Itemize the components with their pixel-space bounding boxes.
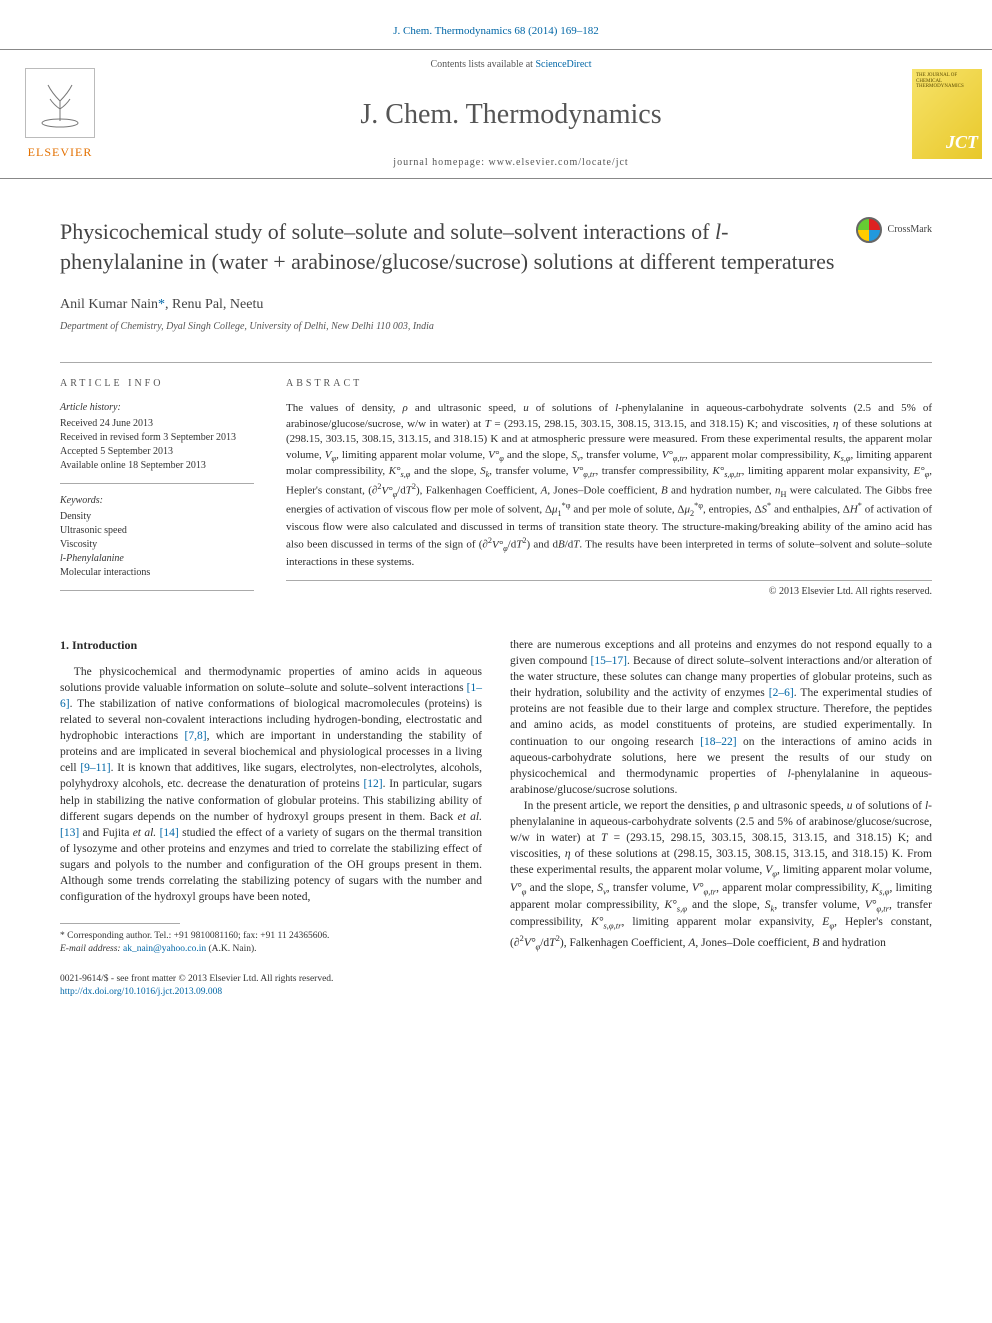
page-footer: 0021-9614/$ - see front matter © 2013 El… <box>0 957 992 1030</box>
keyword: Density <box>60 510 254 524</box>
intro-paragraph-1: The physicochemical and thermodynamic pr… <box>60 664 482 905</box>
contents-available-line: Contents lists available at ScienceDirec… <box>430 58 591 72</box>
article-header: CrossMark Physicochemical study of solut… <box>0 179 992 344</box>
corresponding-author-footnote: * Corresponding author. Tel.: +91 981008… <box>60 930 482 957</box>
history-line: Received 24 June 2013 <box>60 417 254 431</box>
history-line: Received in revised form 3 September 201… <box>60 431 254 445</box>
article-title: Physicochemical study of solute–solute a… <box>60 217 840 276</box>
section-1-heading: 1. Introduction <box>60 637 482 654</box>
affiliation: Department of Chemistry, Dyal Singh Coll… <box>60 320 932 334</box>
abstract-heading: ABSTRACT <box>286 377 932 391</box>
article-info-column: ARTICLE INFO Article history: Received 2… <box>60 363 270 613</box>
keywords-block: Keywords: Density Ultrasonic speed Visco… <box>60 494 254 591</box>
header-center: Contents lists available at ScienceDirec… <box>120 50 902 178</box>
crossmark-badge[interactable]: CrossMark <box>856 217 932 243</box>
footnote-rule <box>60 923 180 924</box>
info-abstract-row: ARTICLE INFO Article history: Received 2… <box>60 362 932 613</box>
journal-ref-link[interactable]: J. Chem. Thermodynamics 68 (2014) 169–18… <box>393 25 598 37</box>
sciencedirect-link[interactable]: ScienceDirect <box>535 59 591 70</box>
history-label: Article history: <box>60 401 254 415</box>
keyword: Molecular interactions <box>60 566 254 580</box>
doi-link[interactable]: http://dx.doi.org/10.1016/j.jct.2013.09.… <box>60 987 222 997</box>
journal-reference-line: J. Chem. Thermodynamics 68 (2014) 169–18… <box>0 0 992 49</box>
journal-header-band: ELSEVIER Contents lists available at Sci… <box>0 49 992 179</box>
keyword: l-Phenylalanine <box>60 552 254 566</box>
article-history-block: Article history: Received 24 June 2013 R… <box>60 401 254 484</box>
intro-paragraph-3: In the present article, we report the de… <box>510 798 932 952</box>
elsevier-logo-block: ELSEVIER <box>0 50 120 178</box>
abstract-copyright: © 2013 Elsevier Ltd. All rights reserved… <box>286 585 932 599</box>
right-column: there are numerous exceptions and all pr… <box>510 637 932 957</box>
issn-line: 0021-9614/$ - see front matter © 2013 El… <box>60 973 932 986</box>
authors-line: Anil Kumar Nain*, Renu Pal, Neetu <box>60 295 932 315</box>
journal-title: J. Chem. Thermodynamics <box>360 95 661 134</box>
history-line: Accepted 5 September 2013 <box>60 445 254 459</box>
journal-homepage-line: journal homepage: www.elsevier.com/locat… <box>393 156 628 170</box>
homepage-url[interactable]: www.elsevier.com/locate/jct <box>489 157 629 168</box>
article-info-heading: ARTICLE INFO <box>60 377 254 391</box>
crossmark-icon <box>856 217 882 243</box>
history-line: Available online 18 September 2013 <box>60 459 254 473</box>
cover-jct-badge: JCT <box>946 130 978 155</box>
elsevier-tree-icon <box>25 68 95 138</box>
author-email-link[interactable]: ak_nain@yahoo.co.in <box>123 944 206 954</box>
keywords-label: Keywords: <box>60 494 254 508</box>
abstract-text: The values of density, ρ and ultrasonic … <box>286 401 932 581</box>
body-columns: 1. Introduction The physicochemical and … <box>0 613 992 957</box>
abstract-column: ABSTRACT The values of density, ρ and ul… <box>270 363 932 613</box>
cover-top-text: THE JOURNAL OF CHEMICAL THERMODYNAMICS <box>916 73 978 90</box>
keyword: Viscosity <box>60 538 254 552</box>
left-column: 1. Introduction The physicochemical and … <box>60 637 482 957</box>
elsevier-wordmark: ELSEVIER <box>28 144 93 161</box>
keyword: Ultrasonic speed <box>60 524 254 538</box>
journal-cover-thumb: THE JOURNAL OF CHEMICAL THERMODYNAMICS J… <box>902 50 992 178</box>
intro-paragraph-2: there are numerous exceptions and all pr… <box>510 637 932 798</box>
